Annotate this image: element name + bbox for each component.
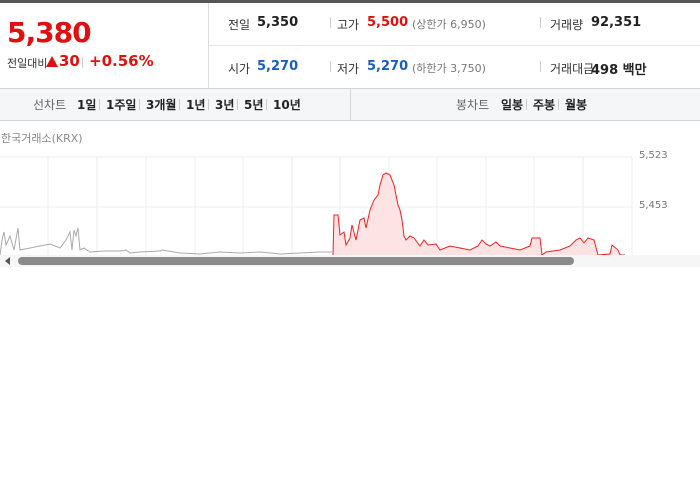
candle-tab[interactable]: 주봉: [533, 98, 556, 112]
summary-value: 92,351: [591, 15, 642, 30]
scroll-left[interactable]: [4, 257, 12, 266]
y-axis-label: 5,453: [639, 200, 668, 211]
candle-tab[interactable]: 월봉: [565, 98, 588, 112]
period-tab[interactable]: 1년: [186, 98, 206, 112]
summary-note: (상한가 6,950): [412, 18, 486, 31]
source: 한국거래소(KRX): [1, 132, 83, 145]
price-chart: [0, 156, 633, 255]
scroll-thumb[interactable]: [18, 257, 574, 265]
candle-tab[interactable]: 일봉: [501, 98, 524, 112]
summary-label: 시가: [228, 62, 251, 76]
price: 5,380: [7, 16, 92, 49]
period-tab[interactable]: 1주일: [106, 98, 137, 112]
summary-label: 거래대금: [550, 62, 595, 76]
top-border: [0, 0, 700, 3]
summary-value: 5,350: [257, 15, 299, 30]
summary-label: 저가: [337, 62, 360, 76]
summary-value: 5,270: [257, 59, 299, 74]
change-rate: +0.56%: [89, 52, 154, 70]
tab-group-label: 봉차트: [456, 98, 490, 112]
change: 30: [59, 52, 80, 70]
summary-value: 5,270: [367, 59, 409, 74]
summary-value: 498 백만: [591, 63, 647, 78]
period-tab[interactable]: 1일: [77, 98, 97, 112]
up-arrow: [46, 56, 58, 67]
row-divider: [209, 45, 700, 46]
summary-label: 거래량: [550, 18, 584, 32]
quote-panel: [0, 3, 209, 88]
tab-divider: [350, 89, 351, 120]
period-tab[interactable]: 3개월: [146, 98, 177, 112]
y-axis-label: 5,523: [639, 150, 668, 161]
summary-label: 고가: [337, 18, 360, 32]
summary-value: 5,500: [367, 15, 409, 30]
period-tab[interactable]: 5년: [244, 98, 264, 112]
change-label: 전일대비: [7, 57, 48, 70]
tab-group-label: 선차트: [33, 98, 67, 112]
period-tab[interactable]: 3년: [215, 98, 235, 112]
summary-label: 전일: [228, 18, 251, 32]
summary-note: (하한가 3,750): [412, 62, 486, 75]
period-tab[interactable]: 10년: [273, 98, 301, 112]
